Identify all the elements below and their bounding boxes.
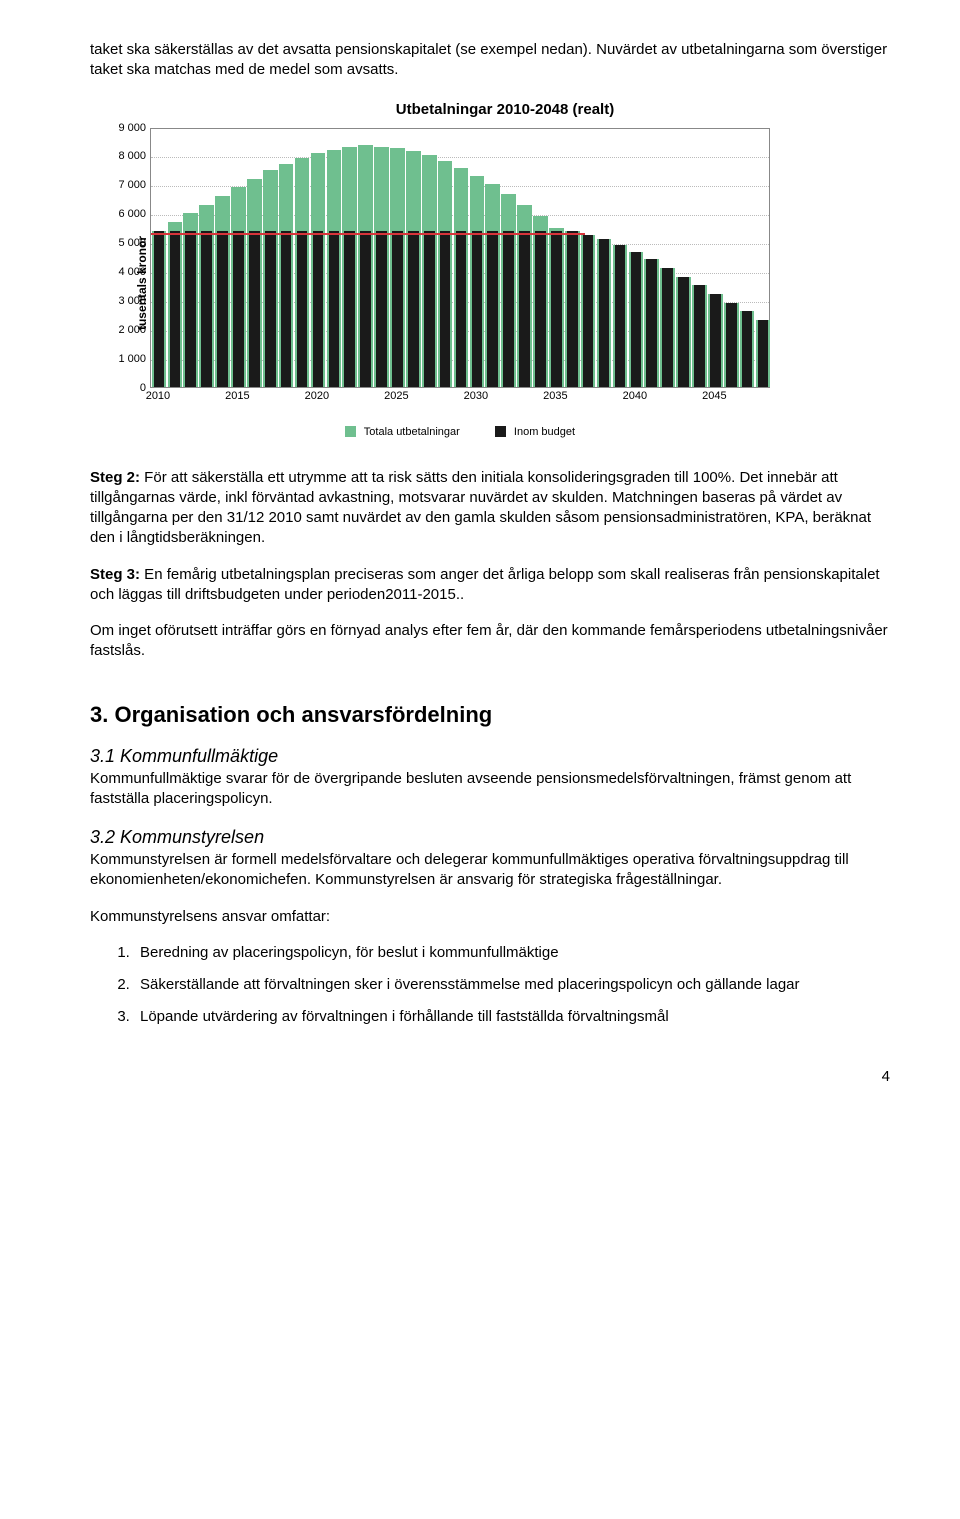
bar-inom (297, 231, 308, 387)
steg2-body: För att säkerställa ett utrymme att ta r… (90, 469, 871, 547)
xaxis: 20102015202020252030203520402045 (150, 390, 770, 408)
section32-body1: Kommunstyrelsen är formell medelsförvalt… (90, 850, 890, 891)
bar-inom (344, 231, 355, 387)
ytick-label: 1 000 (114, 353, 146, 365)
responsibility-list: Beredning av placeringspolicyn, för besl… (90, 943, 890, 1028)
bar-inom (742, 311, 753, 386)
xtick-label: 2010 (146, 390, 170, 402)
red-line (151, 233, 585, 235)
chart-legend: Totala utbetalningar Inom budget (150, 426, 770, 438)
bar-inom (678, 277, 689, 387)
bar-inom (154, 231, 165, 387)
ytick-label: 6 000 (114, 208, 146, 220)
after-steg3-paragraph: Om inget oförutsett inträffar görs en fö… (90, 621, 890, 662)
xtick-label: 2015 (225, 390, 249, 402)
section32-body2: Kommunstyrelsens ansvar omfattar: (90, 907, 890, 927)
list-item: Beredning av placeringspolicyn, för besl… (134, 943, 890, 963)
bar-inom (217, 231, 228, 387)
chart-container: Utbetalningar 2010-2048 (realt) tusental… (90, 101, 890, 438)
bar-inom (392, 231, 403, 387)
intro-paragraph: taket ska säkerställas av det avsatta pe… (90, 40, 890, 81)
bar-inom (408, 231, 419, 387)
xtick-label: 2020 (305, 390, 329, 402)
bar-inom (456, 231, 467, 387)
bar-inom (440, 231, 451, 387)
bar-inom (360, 231, 371, 387)
legend-item-inom: Inom budget (495, 426, 575, 438)
bar-inom (662, 268, 673, 386)
bar-inom (646, 259, 657, 386)
chart-ylabel: tusentals kronor (135, 235, 149, 329)
ytick-label: 3 000 (114, 295, 146, 307)
legend-swatch (345, 426, 356, 437)
bar-inom (249, 231, 260, 387)
bar-inom (758, 320, 769, 386)
bar-inom (265, 231, 276, 387)
bar-inom (376, 231, 387, 387)
legend-item-totala: Totala utbetalningar (345, 426, 460, 438)
bar-inom (472, 231, 483, 387)
bar-inom (519, 231, 530, 387)
section31-body: Kommunfullmäktige svarar för de övergrip… (90, 769, 890, 810)
bar-inom (583, 235, 594, 387)
bar-inom (726, 303, 737, 387)
bar-inom (329, 231, 340, 387)
steg3-paragraph: Steg 3: En femårig utbetalningsplan prec… (90, 565, 890, 606)
bar-inom (694, 285, 705, 386)
bar-inom (567, 231, 578, 387)
page-number: 4 (90, 1068, 890, 1085)
steg2-paragraph: Steg 2: För att säkerställa ett utrymme … (90, 468, 890, 549)
ytick-label: 8 000 (114, 150, 146, 162)
xtick-label: 2025 (384, 390, 408, 402)
legend-label: Inom budget (514, 426, 575, 438)
bar-inom (170, 231, 181, 387)
xtick-label: 2030 (464, 390, 488, 402)
xtick-label: 2045 (702, 390, 726, 402)
bar-inom (487, 231, 498, 387)
legend-swatch (495, 426, 506, 437)
ytick-label: 7 000 (114, 179, 146, 191)
ytick-label: 5 000 (114, 237, 146, 249)
plot-area (150, 128, 770, 388)
steg2-lead: Steg 2: (90, 469, 140, 486)
bar-inom (233, 231, 244, 387)
list-item: Säkerställande att förvaltningen sker i … (134, 975, 890, 995)
bar-inom (201, 231, 212, 387)
bars (151, 129, 769, 387)
ytick-label: 0 (114, 382, 146, 394)
xtick-label: 2035 (543, 390, 567, 402)
ytick-label: 2 000 (114, 324, 146, 336)
bar-inom (185, 231, 196, 387)
bar-inom (503, 231, 514, 387)
ytick-label: 9 000 (114, 122, 146, 134)
bar-inom (535, 231, 546, 387)
bar-inom (710, 294, 721, 386)
bar-inom (631, 252, 642, 386)
legend-label: Totala utbetalningar (364, 426, 460, 438)
section3-title: 3. Organisation och ansvarsfördelning (90, 702, 890, 728)
xtick-label: 2040 (623, 390, 647, 402)
steg3-body: En femårig utbetalningsplan preciseras s… (90, 566, 880, 603)
bar-inom (599, 239, 610, 386)
steg3-lead: Steg 3: (90, 566, 140, 583)
list-item: Löpande utvärdering av förvaltningen i f… (134, 1007, 890, 1027)
bar-inom (424, 231, 435, 387)
chart-title: Utbetalningar 2010-2048 (realt) (120, 101, 890, 118)
ytick-label: 4 000 (114, 266, 146, 278)
section31-title: 3.1 Kommunfullmäktige (90, 746, 890, 767)
bar-inom (551, 231, 562, 387)
section32-title: 3.2 Kommunstyrelsen (90, 827, 890, 848)
bar-chart: tusentals kronor 0 1 000 2 000 3 000 4 000 5 … (90, 128, 770, 438)
bar-inom (615, 245, 626, 387)
bar-inom (313, 231, 324, 387)
bar-inom (281, 231, 292, 387)
